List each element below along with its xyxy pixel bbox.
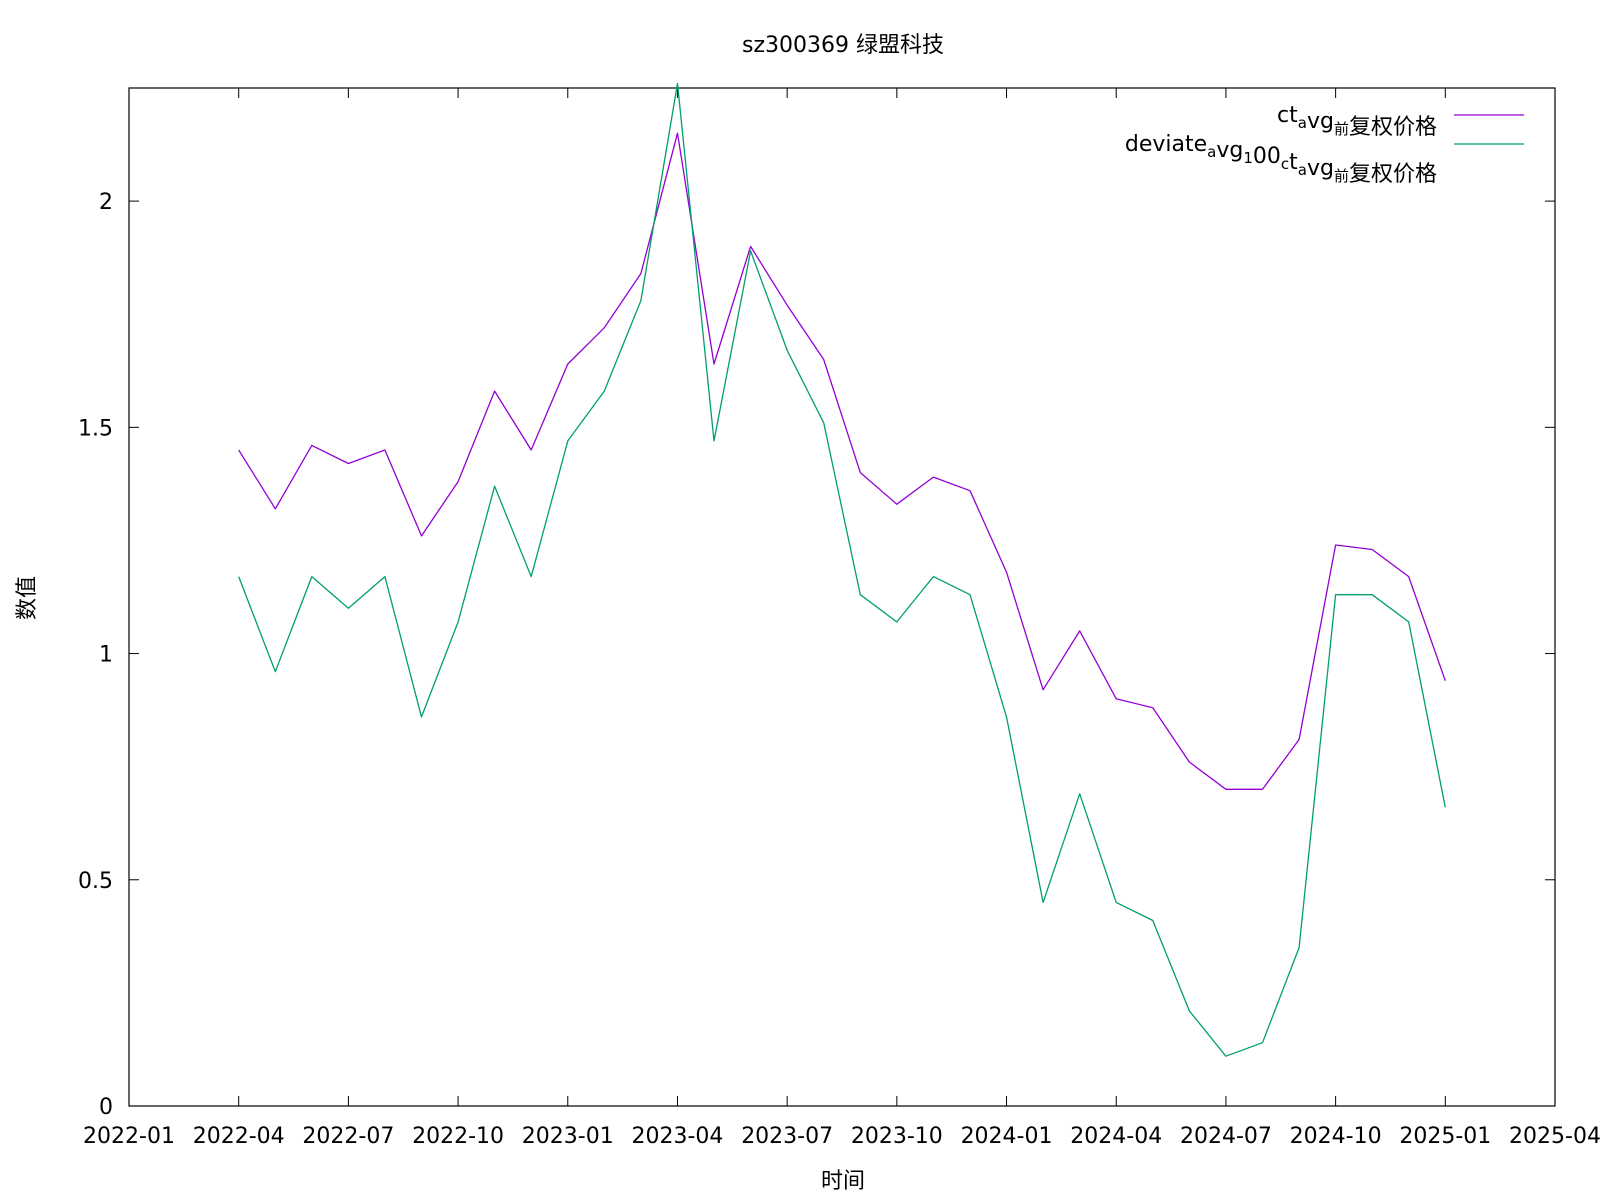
x-tick-label: 2024-07: [1180, 1124, 1272, 1149]
x-tick-label: 2024-04: [1070, 1124, 1162, 1149]
legend-label-1: ctavg前复权价格: [1277, 103, 1437, 140]
series-lines: [238, 82, 1446, 1057]
tick-labels: 2022-01 2022-04 2022-07 2022-10 2023-01 2023-…: [78, 88, 1600, 1149]
x-tick-label: 2023-01: [522, 1124, 614, 1149]
y-tick-label: 0: [99, 1095, 113, 1120]
plot-frame: [128, 87, 1556, 1107]
y-tick-label: 1.5: [78, 416, 113, 441]
x-tick-label: 2023-07: [741, 1124, 833, 1149]
x-axis-label: 时间: [821, 1169, 865, 1194]
x-tick-label: 2024-01: [961, 1124, 1053, 1149]
x-tick-label: 2025-01: [1399, 1124, 1491, 1149]
x-tick-label: 2022-04: [193, 1124, 285, 1149]
x-tick-label: 2023-04: [632, 1124, 724, 1149]
y-tick-label: 1: [99, 643, 113, 668]
y-tick-label: 0.5: [78, 869, 113, 894]
y-tick-label: 2: [99, 190, 113, 215]
chart-title: sz300369 绿盟科技: [742, 33, 944, 58]
x-tick-label: 2022-10: [412, 1124, 504, 1149]
series-line-2: [238, 82, 1446, 1057]
series-line-1: [238, 132, 1446, 790]
x-tick-label: 2025-04: [1509, 1124, 1600, 1149]
x-tick-label: 2023-10: [851, 1124, 943, 1149]
x-tick-label: 2022-07: [302, 1124, 394, 1149]
y-axis-label: 数值: [15, 576, 40, 620]
plot-area: [128, 87, 1556, 1107]
legend-label-2: deviateavg100ctavg前复权价格: [1125, 132, 1437, 187]
x-tick-label: 2024-10: [1290, 1124, 1382, 1149]
x-tick-label: 2022-01: [83, 1124, 175, 1149]
